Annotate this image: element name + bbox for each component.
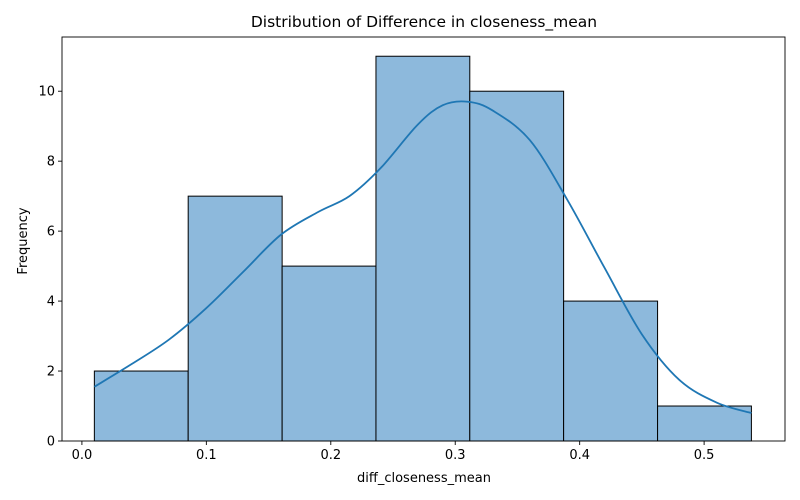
histogram-bar [469,90,565,442]
y-tick-label: 4 [47,295,55,310]
x-axis-label: diff_closeness_mean [357,471,491,486]
y-tick-label: 8 [47,155,55,170]
y-axis-ticks: 0 2 4 6 8 10 [38,85,62,450]
y-axis-label: Frequency [16,207,31,274]
y-tick-label: 0 [47,435,55,450]
x-tick-label: 0.1 [196,448,217,463]
y-tick-label: 2 [47,365,55,380]
y-tick-label: 6 [47,225,55,240]
histogram-bar [657,405,752,442]
y-tick-label: 10 [38,85,55,100]
histogram-bar [375,55,471,442]
histogram-bars [93,55,752,442]
x-tick-label: 0.2 [320,448,341,463]
x-axis-ticks: 0.0 0.1 0.2 0.3 0.4 0.5 [72,441,715,463]
x-tick-label: 0.0 [72,448,93,463]
kde-curve [93,100,752,414]
plot-frame [61,36,786,442]
histogram-bar [93,370,189,442]
x-tick-label: 0.5 [694,448,715,463]
x-tick-label: 0.4 [569,448,590,463]
chart-title: Distribution of Difference in closeness_… [251,13,597,32]
x-tick-label: 0.3 [445,448,466,463]
histogram-bar [563,300,659,442]
histogram-bar [187,195,283,442]
histogram-bar [281,265,377,442]
